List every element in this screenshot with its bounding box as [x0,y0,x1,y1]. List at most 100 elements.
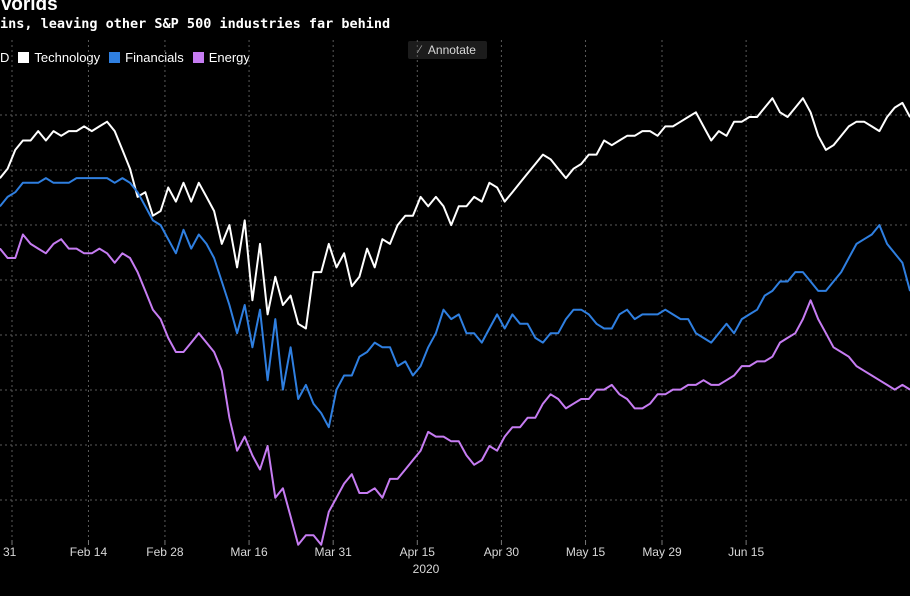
data-point-financials [611,327,613,330]
data-point-technology [221,243,223,245]
data-point-financials [374,342,376,344]
data-point-technology [144,191,146,193]
data-point-energy [787,337,789,339]
data-point-financials [182,229,185,231]
legend-item-energy[interactable]: Energy [192,50,250,65]
data-point-energy [312,534,315,536]
data-point-energy [450,440,452,442]
data-point-energy [634,407,636,409]
data-point-technology [565,177,567,179]
data-point-financials [358,356,360,358]
data-point-financials [641,313,644,315]
data-point-technology [435,196,437,198]
data-point-financials [863,238,865,240]
annotate-label: Annotate [427,43,476,57]
data-point-technology [37,130,39,132]
data-point-financials [741,318,743,320]
data-point-technology [863,121,865,123]
data-point-energy [343,483,345,485]
data-point-financials [756,309,758,311]
data-point-technology [0,177,1,179]
data-point-energy [481,459,483,461]
data-point-technology [611,144,613,146]
data-point-technology [534,163,536,165]
data-point-financials [603,327,605,330]
data-point-financials [404,360,406,362]
data-point-energy [60,238,62,240]
data-point-energy [702,379,705,381]
data-point-financials [787,280,789,283]
data-point-financials [565,318,567,320]
data-point-financials [802,271,804,273]
data-point-technology [114,130,116,132]
data-point-technology [14,149,16,151]
data-point-financials [672,313,674,315]
data-point-energy [863,370,865,372]
data-point-financials [442,309,445,311]
data-point-energy [14,257,16,259]
data-point-technology [213,210,215,212]
data-point-energy [764,360,766,362]
data-point-financials [305,384,307,386]
data-point-technology [427,205,429,207]
data-point-energy [473,464,475,466]
data-point-energy [886,384,888,386]
data-point-energy [404,468,406,471]
data-point-financials [198,233,200,236]
data-point-technology [366,248,368,250]
data-point-energy [565,407,567,409]
data-point-financials [725,323,728,325]
data-point-energy [657,393,659,395]
data-point-financials [60,182,62,184]
data-point-energy [198,332,200,334]
data-point-technology [527,172,529,174]
data-point-technology [756,116,758,118]
data-point-financials [771,290,774,292]
data-point-financials [649,313,651,315]
data-point-financials [504,327,506,330]
data-point-energy [221,370,223,372]
annotate-button[interactable]: ∕ Annotate [408,41,487,59]
data-point-technology [481,201,483,203]
data-point-financials [137,191,139,193]
data-point-technology [7,168,9,170]
data-point-financials [695,332,697,334]
data-point-financials [221,280,223,283]
data-point-energy [106,252,108,254]
data-point-technology [626,135,628,137]
data-point-technology [450,224,452,226]
x-tick-label: 31 [3,545,17,559]
data-point-energy [75,248,78,250]
data-point-energy [121,252,123,254]
data-point-financials [282,389,284,391]
data-point-technology [320,271,322,273]
data-point-technology [381,238,383,240]
data-point-technology [901,102,904,104]
data-point-financials [114,182,116,184]
data-point-financials [634,318,636,320]
data-point-financials [213,257,215,259]
data-point-financials [840,271,842,273]
data-point-technology [886,116,888,118]
data-point-energy [802,318,804,320]
data-point-technology [374,266,376,268]
data-point-technology [60,135,62,137]
data-point-energy [572,403,575,405]
data-point-financials [595,323,598,325]
legend-item-financials[interactable]: Financials [109,50,184,65]
data-point-energy [397,478,399,480]
data-point-financials [680,318,682,320]
legend-item-technology[interactable]: Technology [18,50,100,65]
data-point-energy [0,248,1,250]
legend-item-hidden[interactable]: D [0,50,9,65]
data-point-energy [7,257,9,259]
data-point-financials [190,248,192,250]
data-point-technology [733,121,735,123]
data-point-technology [557,168,559,170]
data-point-financials [121,177,123,179]
data-point-technology [175,201,177,203]
data-point-financials [106,177,108,179]
data-point-energy [733,374,735,377]
data-point-technology [748,116,751,118]
data-point-energy [550,393,552,395]
